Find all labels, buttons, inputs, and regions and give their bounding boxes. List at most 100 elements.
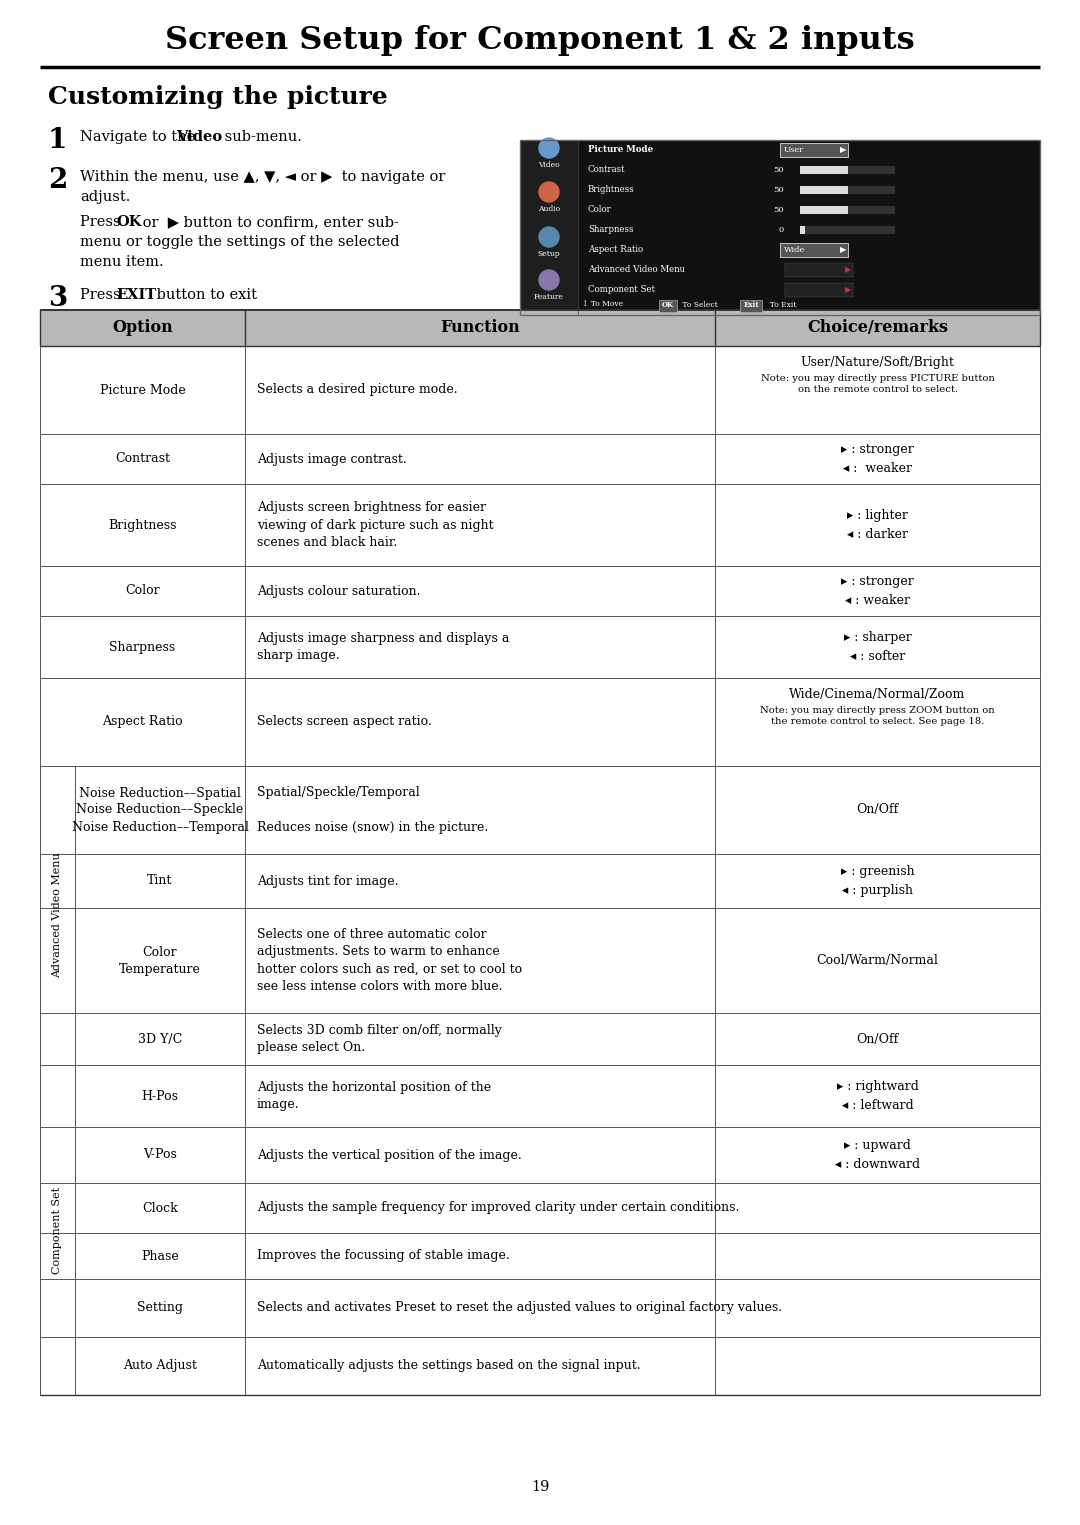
Text: Note: you may directly press PICTURE button
on the remote control to select.: Note: you may directly press PICTURE but…: [760, 374, 995, 395]
Bar: [785, 284, 853, 297]
Text: User: User: [784, 146, 805, 154]
Text: EXIT: EXIT: [116, 288, 157, 302]
Text: Adjusts screen brightness for easier
viewing of dark picture such as night
scene: Adjusts screen brightness for easier vie…: [257, 502, 494, 549]
Text: Selects one of three automatic color
adjustments. Sets to warm to enhance
hotter: Selects one of three automatic color adj…: [257, 927, 522, 993]
Text: Selects a desired picture mode.: Selects a desired picture mode.: [257, 383, 458, 396]
Text: Choice/remarks: Choice/remarks: [807, 320, 948, 337]
Bar: [40, 1127, 1040, 1183]
Text: Cool/Warm/Normal: Cool/Warm/Normal: [816, 955, 939, 967]
Text: Color
Temperature: Color Temperature: [119, 946, 201, 976]
Text: Automatically adjusts the settings based on the signal input.: Automatically adjusts the settings based…: [257, 1359, 640, 1372]
Text: 2: 2: [48, 168, 67, 194]
Bar: [40, 616, 1040, 679]
Text: Selects and activates Preset to reset the adjusted values to original factory va: Selects and activates Preset to reset th…: [257, 1301, 782, 1315]
Bar: [40, 483, 1040, 566]
Text: Selects screen aspect ratio.: Selects screen aspect ratio.: [257, 715, 432, 729]
Text: or  ▶ button to confirm, enter sub-: or ▶ button to confirm, enter sub-: [138, 215, 399, 229]
Text: 50: 50: [773, 206, 784, 214]
Text: Navigate to the: Navigate to the: [80, 130, 200, 143]
Text: ▸ : rightward
◂ : leftward: ▸ : rightward ◂ : leftward: [837, 1080, 918, 1112]
Bar: [785, 262, 853, 278]
Text: 50: 50: [773, 166, 784, 174]
Bar: [40, 566, 1040, 616]
Bar: [40, 907, 1040, 1013]
Text: 19: 19: [530, 1479, 550, 1494]
Bar: [40, 1234, 1040, 1279]
Circle shape: [539, 137, 559, 159]
Bar: [800, 166, 895, 174]
Text: Brightness: Brightness: [588, 186, 635, 195]
Text: On/Off: On/Off: [856, 804, 899, 816]
Text: Video: Video: [176, 130, 222, 143]
Bar: [800, 186, 895, 194]
Text: Clock: Clock: [143, 1202, 178, 1214]
Bar: [40, 1064, 1040, 1127]
Text: Sharpness: Sharpness: [588, 226, 634, 235]
Bar: [740, 300, 762, 313]
Text: 3: 3: [48, 285, 67, 313]
Text: Aspect Ratio: Aspect Ratio: [588, 246, 643, 255]
Text: OK: OK: [662, 300, 674, 310]
Text: 50: 50: [773, 186, 784, 194]
Text: Audio: Audio: [538, 204, 561, 214]
Text: Wide/Cinema/Normal/Zoom: Wide/Cinema/Normal/Zoom: [789, 688, 966, 702]
Text: Brightness: Brightness: [108, 518, 177, 532]
Text: Press: Press: [80, 215, 125, 229]
Text: Press: Press: [80, 288, 125, 302]
Bar: [800, 206, 848, 214]
Text: Wide: Wide: [784, 246, 806, 255]
Bar: [800, 186, 848, 194]
Text: On/Off: On/Off: [856, 1032, 899, 1046]
Bar: [40, 1183, 1040, 1234]
Bar: [800, 206, 895, 214]
Text: Option: Option: [112, 320, 173, 337]
Text: Screen Setup for Component 1 & 2 inputs: Screen Setup for Component 1 & 2 inputs: [165, 24, 915, 56]
Text: Noise Reduction––Spatial
Noise Reduction––Speckle
Noise Reduction––Temporal: Noise Reduction––Spatial Noise Reduction…: [71, 787, 248, 834]
Text: To Select: To Select: [680, 300, 723, 310]
Text: Component Set: Component Set: [588, 285, 654, 294]
Text: Spatial/Speckle/Temporal

Reduces noise (snow) in the picture.: Spatial/Speckle/Temporal Reduces noise (…: [257, 785, 488, 834]
Bar: [800, 166, 848, 174]
Text: sub-menu.: sub-menu.: [220, 130, 302, 143]
Text: Advanced Video Menu: Advanced Video Menu: [53, 852, 63, 979]
Text: Color: Color: [588, 206, 611, 215]
Text: ▶: ▶: [840, 246, 847, 255]
Bar: [519, 140, 1040, 316]
Text: Adjusts colour saturation.: Adjusts colour saturation.: [257, 584, 420, 598]
Text: Adjusts image sharpness and displays a
sharp image.: Adjusts image sharpness and displays a s…: [257, 631, 510, 662]
Text: Adjusts the sample frequency for improved clarity under certain conditions.: Adjusts the sample frequency for improve…: [257, 1202, 740, 1214]
Text: menu or toggle the settings of the selected: menu or toggle the settings of the selec…: [80, 235, 400, 249]
Text: Adjusts the vertical position of the image.: Adjusts the vertical position of the ima…: [257, 1148, 522, 1162]
Bar: [40, 310, 1040, 346]
Circle shape: [539, 270, 559, 290]
Text: ▶: ▶: [845, 285, 851, 294]
Text: Aspect Ratio: Aspect Ratio: [103, 715, 183, 729]
Text: Function: Function: [441, 320, 519, 337]
Text: Tint: Tint: [147, 874, 173, 888]
Text: Selects 3D comb filter on/off, normally
please select On.: Selects 3D comb filter on/off, normally …: [257, 1023, 502, 1054]
Text: ▸ : stronger
◂ : weaker: ▸ : stronger ◂ : weaker: [841, 575, 914, 607]
Text: 1: 1: [48, 127, 67, 154]
Text: Note: you may directly press ZOOM button on
the remote control to select. See pa: Note: you may directly press ZOOM button…: [760, 706, 995, 726]
Text: Setting: Setting: [137, 1301, 183, 1315]
Text: 3D Y/C: 3D Y/C: [138, 1032, 183, 1046]
Text: Picture Mode: Picture Mode: [588, 145, 653, 154]
Bar: [40, 766, 1040, 854]
Text: ▶: ▶: [845, 265, 851, 274]
Text: Advanced Video Menu: Advanced Video Menu: [588, 265, 685, 274]
Text: ▸ : lighter
◂ : darker: ▸ : lighter ◂ : darker: [847, 509, 908, 541]
Text: Setup: Setup: [538, 250, 561, 258]
Bar: [800, 226, 895, 233]
Text: Within the menu, use ▲, ▼, ◄ or ▶  to navigate or
adjust.: Within the menu, use ▲, ▼, ◄ or ▶ to nav…: [80, 169, 445, 203]
Text: ▸ : upward
◂ : downward: ▸ : upward ◂ : downward: [835, 1139, 920, 1171]
Text: Contrast: Contrast: [588, 166, 625, 174]
Text: ↕ To Move: ↕ To Move: [582, 300, 627, 310]
Bar: [519, 140, 1040, 316]
Circle shape: [539, 227, 559, 247]
Bar: [40, 346, 1040, 435]
Bar: [40, 1337, 1040, 1395]
Bar: [800, 226, 805, 233]
Text: Color: Color: [125, 584, 160, 598]
Circle shape: [539, 181, 559, 201]
Text: V-Pos: V-Pos: [143, 1148, 177, 1162]
